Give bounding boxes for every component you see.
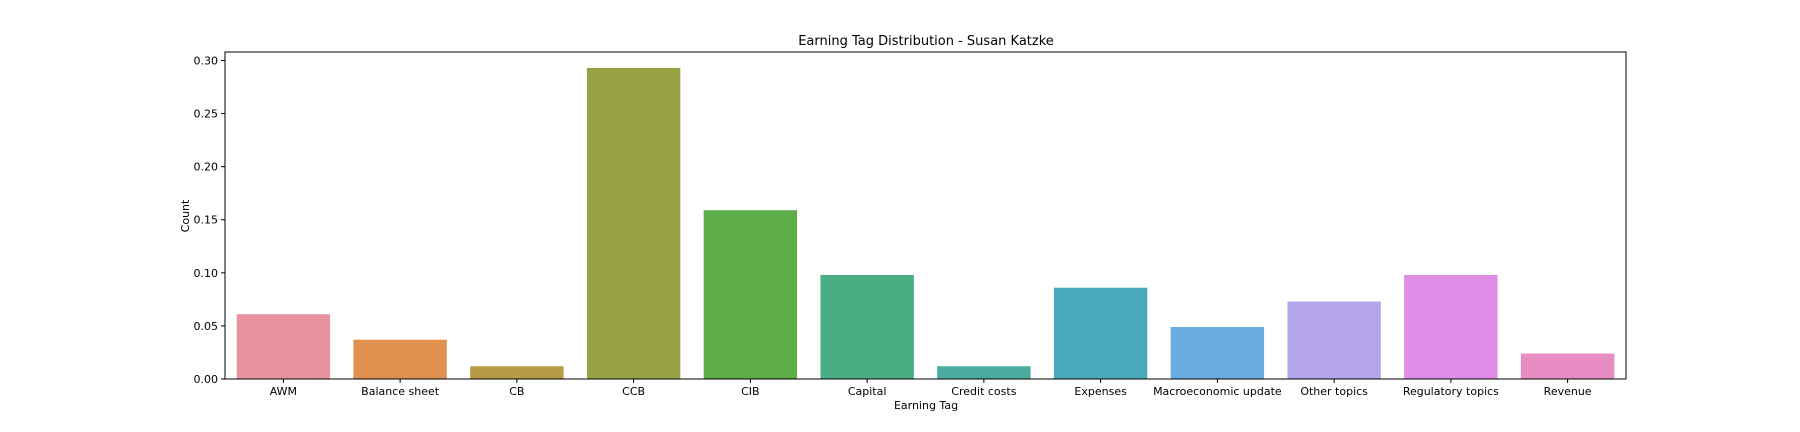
y-tick-label: 0.25	[194, 108, 219, 121]
x-axis-ticks: AWM Balance sheet CB CCB CIB Capital Credit co…	[270, 379, 1592, 398]
x-tick-label: CIB	[741, 385, 759, 398]
bar-1	[353, 339, 447, 379]
y-tick-label: 0.20	[194, 161, 219, 174]
bar-4	[703, 210, 798, 379]
x-tick-label: Expenses	[1074, 385, 1127, 398]
plot-frame	[224, 51, 1627, 380]
x-tick-label: Macroeconomic update	[1153, 385, 1282, 398]
bar-8	[1170, 326, 1265, 379]
bar-7	[1053, 287, 1148, 379]
x-tick-label: Capital	[848, 385, 887, 398]
y-tick-label: 0.10	[194, 267, 219, 280]
bar-9	[1287, 301, 1381, 379]
x-tick-label: Other topics	[1300, 385, 1368, 398]
bar-3	[586, 67, 681, 379]
bar-2	[470, 366, 564, 379]
y-axis-label: Count	[179, 199, 192, 232]
y-tick-label: 0.05	[194, 320, 219, 333]
x-tick-label: CB	[509, 385, 524, 398]
x-axis-label: Earning Tag	[894, 399, 958, 412]
x-tick-label: Credit costs	[951, 385, 1016, 398]
y-axis-ticks: 0.00 0.05 0.10 0.15 0.20 0.25 0.30	[194, 54, 225, 386]
bars-group	[236, 67, 1615, 379]
chart-title: Earning Tag Distribution - Susan Katzke	[798, 34, 1054, 49]
bar-11	[1520, 353, 1615, 379]
bar-6	[937, 366, 1031, 379]
bar-0	[236, 314, 331, 379]
x-tick-label: Regulatory topics	[1403, 385, 1499, 398]
x-tick-label: Revenue	[1544, 385, 1592, 398]
bar-10	[1404, 274, 1498, 379]
y-tick-label: 0.00	[194, 373, 219, 386]
y-tick-label: 0.15	[194, 214, 219, 227]
x-tick-label: AWM	[270, 385, 297, 398]
bar-5	[820, 274, 914, 379]
y-tick-label: 0.30	[194, 54, 219, 67]
x-tick-label: Balance sheet	[361, 385, 440, 398]
x-tick-label: CCB	[622, 385, 645, 398]
